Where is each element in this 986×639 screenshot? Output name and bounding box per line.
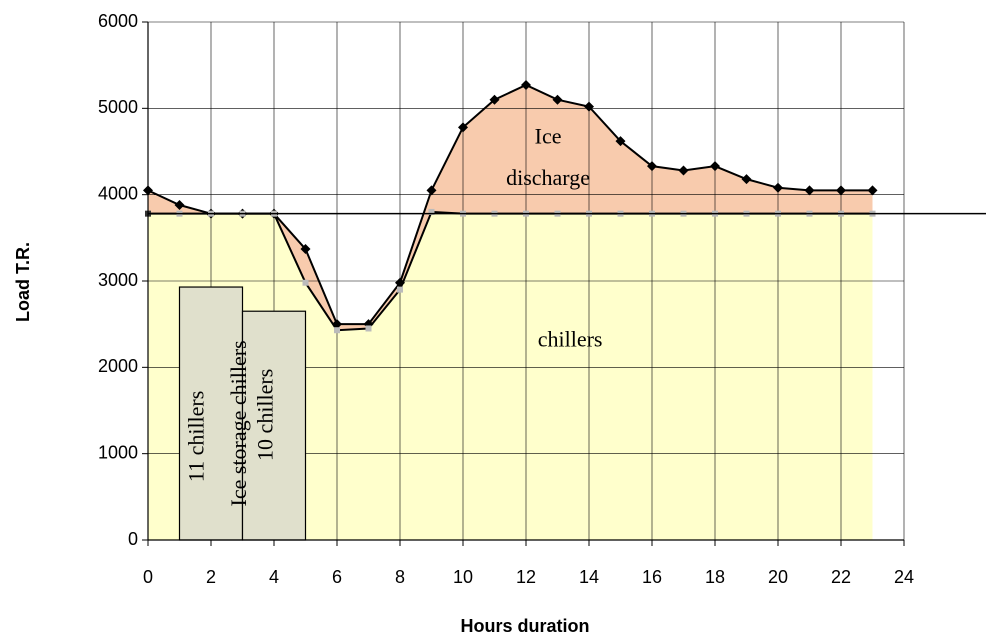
y-tick-label: 1000	[98, 442, 138, 462]
marker	[836, 185, 846, 196]
y-tick-label: 2000	[98, 356, 138, 376]
x-tick-label: 16	[642, 567, 662, 587]
y-axis-title: Load T.R.	[13, 242, 33, 322]
x-tick-label: 10	[453, 567, 473, 587]
marker	[489, 94, 500, 105]
marker	[334, 327, 340, 334]
x-tick-label: 12	[516, 567, 536, 587]
x-axis-title: Hours duration	[461, 616, 590, 636]
area	[148, 211, 873, 540]
x-tick-label: 20	[768, 567, 788, 587]
y-tick-label: 0	[128, 529, 138, 549]
y-tick-label: 5000	[98, 97, 138, 117]
x-tick-label: 6	[332, 567, 342, 587]
marker	[302, 279, 309, 286]
marker	[867, 185, 878, 196]
y-tick-label: 4000	[98, 183, 138, 203]
marker	[365, 325, 372, 332]
x-tick-label: 2	[206, 567, 216, 587]
marker	[741, 174, 752, 185]
x-tick-label: 24	[894, 567, 914, 587]
x-tick-label: 8	[395, 567, 405, 587]
annotation: 11 chillers	[183, 391, 208, 482]
marker	[615, 136, 626, 147]
marker	[521, 80, 531, 91]
annotation: Ice	[535, 124, 562, 149]
block	[178, 286, 244, 541]
marker	[584, 101, 594, 112]
x-tick-label: 22	[831, 567, 851, 587]
y-tick-label: 3000	[98, 270, 138, 290]
marker	[174, 200, 185, 211]
x-tick-label: 18	[705, 567, 725, 587]
annotation: chillers	[538, 326, 603, 351]
marker	[710, 161, 720, 172]
x-tick-label: 0	[143, 567, 153, 587]
annotation: Ice storage chillers	[226, 340, 251, 506]
marker	[552, 94, 563, 105]
y-tick-label: 6000	[98, 11, 138, 31]
annotation: 10 chillers	[253, 369, 278, 461]
marker	[458, 122, 468, 133]
marker	[428, 208, 435, 215]
marker	[773, 182, 783, 193]
annotation: discharge	[506, 165, 590, 190]
marker	[300, 244, 311, 255]
block	[241, 310, 307, 541]
x-tick-label: 14	[579, 567, 599, 587]
marker	[426, 185, 437, 196]
marker	[678, 165, 689, 176]
marker	[804, 185, 815, 196]
marker	[647, 161, 657, 172]
marker	[397, 286, 403, 293]
x-tick-label: 4	[269, 567, 279, 587]
